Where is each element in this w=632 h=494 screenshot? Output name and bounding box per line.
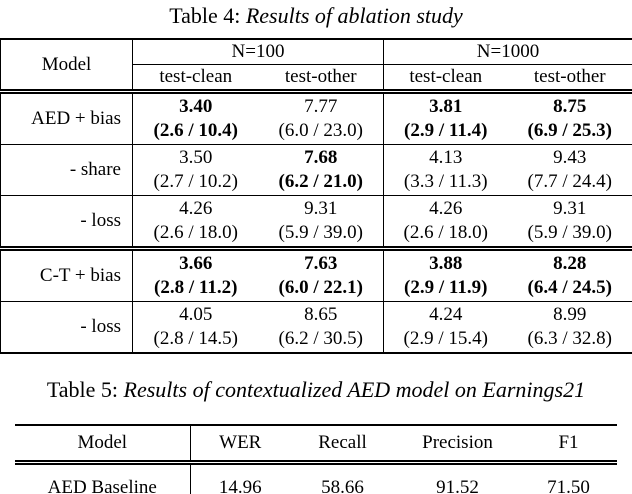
table5-header-row: Model WER Recall Precision F1 xyxy=(15,425,617,465)
result-cell: 71.50 xyxy=(547,477,590,494)
table5-caption-title: Results of contextualized AED model on E… xyxy=(123,377,586,402)
table-row: - loss 4.26 (2.6 / 18.0) 9.31 (5.9 / 39.0)… xyxy=(0,195,632,251)
earnings21-results-table: Model WER Recall Precision F1 AED Baseli… xyxy=(15,424,617,494)
table4-group-n1000: N=1000 xyxy=(383,39,632,65)
result-cell: 4.26 (2.6 / 18.0) xyxy=(132,195,259,251)
row-label: - loss xyxy=(0,195,133,251)
table4-caption-prefix: Table 4: xyxy=(169,3,241,28)
result-cell: 14.96 xyxy=(218,477,262,494)
row-label: - share xyxy=(0,144,133,196)
table4-header-row-groups: Model N=100 N=1000 xyxy=(0,39,632,94)
result-cell: 9.31 (5.9 / 39.0) xyxy=(507,195,632,251)
row-label: AED Baseline xyxy=(15,462,191,494)
result-cell: 9.31 (5.9 / 39.0) xyxy=(258,195,384,251)
result-cell: 4.26 (2.6 / 18.0) xyxy=(383,195,508,251)
table5-header-f1: F1 xyxy=(520,425,617,465)
table-row: - loss 4.05 (2.8 / 14.5) 8.65 (6.2 / 30.5)… xyxy=(0,301,632,353)
row-label: C-T + bias xyxy=(0,248,133,302)
result-cell: 8.99 (6.3 / 32.8) xyxy=(527,304,612,349)
table4-caption: Table 4: Results of ablation study xyxy=(0,3,632,29)
result-cell: 91.52 xyxy=(436,477,479,494)
table5-caption-prefix: Table 5: xyxy=(46,377,119,402)
result-cell: 7.77 (6.0 / 23.0) xyxy=(258,91,384,145)
table5-header-model: Model xyxy=(15,425,191,465)
result-cell: 3.66 (2.8 / 11.2) xyxy=(132,248,259,302)
result-cell: 58.66 xyxy=(321,477,364,494)
result-cell: 8.65 (6.2 / 30.5) xyxy=(258,301,384,353)
table5-caption: Table 5: Results of contextualized AED m… xyxy=(0,377,632,403)
table-row: AED Baseline 14.96 58.66 91.52 71.50 xyxy=(15,462,617,494)
table4-subheader-2: test-clean xyxy=(383,64,508,94)
result-cell: 4.05 (2.8 / 14.5) xyxy=(153,304,238,349)
result-cell: 9.43 (7.7 / 24.4) xyxy=(507,144,632,196)
table4-subheader-3: test-other xyxy=(507,64,632,94)
result-cell: 3.50 (2.7 / 10.2) xyxy=(132,144,259,196)
result-cell: 4.24 (2.9 / 15.4) xyxy=(403,304,488,349)
result-cell: 7.63 (6.0 / 22.1) xyxy=(258,248,384,302)
row-label: - loss xyxy=(0,301,133,353)
table-row: AED + bias 3.40 (2.6 / 10.4) 7.77 (6.0 / 2… xyxy=(0,91,632,145)
table4-subheader-0: test-clean xyxy=(132,64,259,94)
table4-model-header: Model xyxy=(0,39,133,94)
result-cell: 3.88 (2.9 / 11.9) xyxy=(383,248,508,302)
result-cell: 8.75 (6.9 / 25.3) xyxy=(507,91,632,145)
result-cell: 7.68 (6.2 / 21.0) xyxy=(258,144,384,196)
table-row: - share 3.50 (2.7 / 10.2) 7.68 (6.2 / 21.0… xyxy=(0,144,632,196)
result-cell: 3.81 (2.9 / 11.4) xyxy=(383,91,508,145)
result-cell: 4.13 (3.3 / 11.3) xyxy=(383,144,508,196)
table5-header-precision: Precision xyxy=(395,425,520,465)
result-cell: 3.40 (2.6 / 10.4) xyxy=(132,91,259,145)
row-label: AED + bias xyxy=(0,91,133,145)
result-cell: 8.28 (6.4 / 24.5) xyxy=(507,248,632,302)
table4-group-n100: N=100 xyxy=(132,39,384,65)
table4-subheader-1: test-other xyxy=(258,64,384,94)
table5-header-recall: Recall xyxy=(290,425,395,465)
ablation-results-table: Model N=100 N=1000 test-clean test-other… xyxy=(0,38,632,354)
table4-caption-title: Results of ablation study xyxy=(245,3,463,28)
table-row: C-T + bias 3.66 (2.8 / 11.2) 7.63 (6.0 / 2… xyxy=(0,248,632,302)
table5-header-wer: WER xyxy=(190,425,290,465)
table4-header-row-subsets: test-clean test-other test-clean test-ot… xyxy=(1,64,632,94)
